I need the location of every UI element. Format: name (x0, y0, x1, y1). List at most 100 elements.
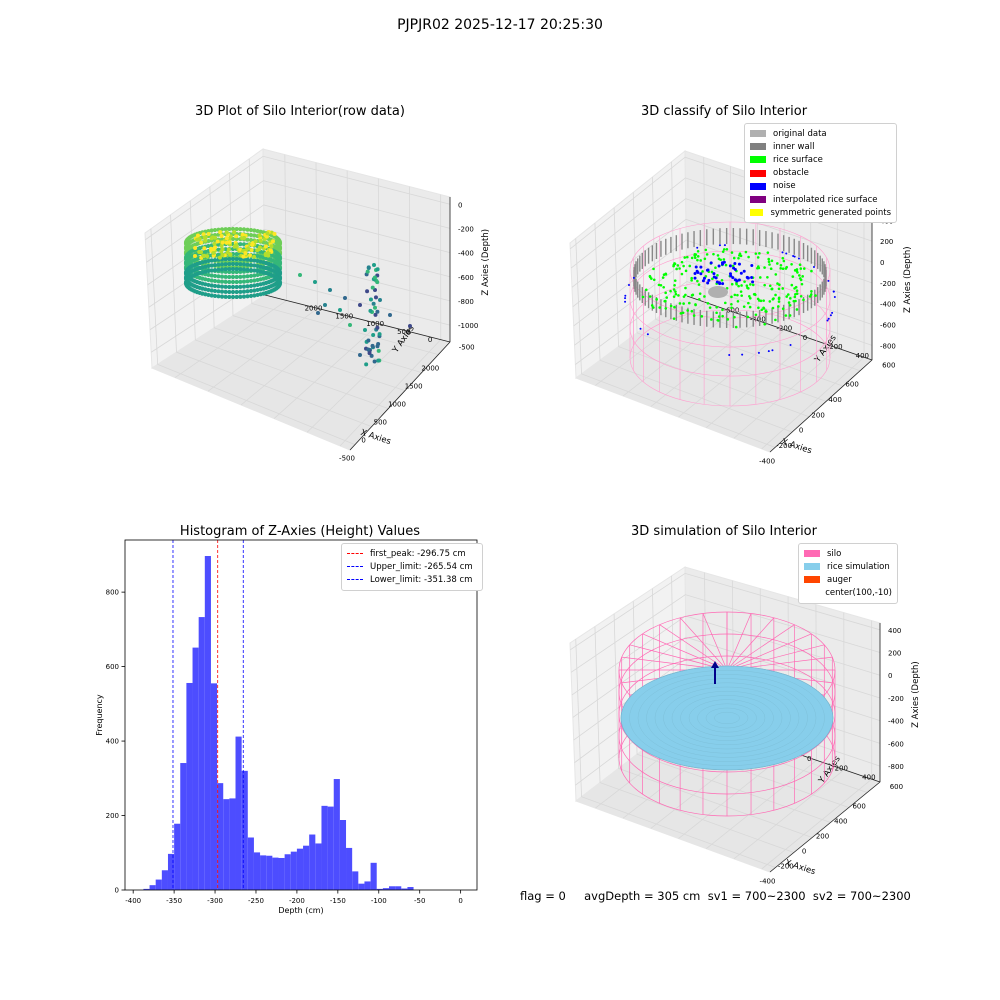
wall-point (212, 288, 218, 294)
rice-point (664, 307, 668, 310)
legend-entry-original-data: original data (750, 127, 891, 140)
rice-point (682, 295, 686, 298)
wall-point (227, 269, 232, 275)
scatter-point (372, 305, 377, 310)
wall-point (216, 242, 221, 247)
noise-point (793, 255, 796, 258)
legend-swatch (750, 196, 766, 204)
z-gridline (572, 636, 881, 718)
x-tick-label: -350 (166, 897, 182, 905)
scatter-point (364, 362, 369, 367)
y-tick-label: -400 (750, 316, 766, 324)
histogram-bar (358, 883, 365, 890)
rice-point (740, 294, 743, 297)
noise-point (742, 269, 746, 273)
rice-point (682, 302, 685, 305)
wall-point (209, 263, 214, 268)
rice-point (774, 318, 777, 322)
scatter-point (375, 267, 380, 272)
rice-point (739, 290, 743, 293)
wall-point (245, 257, 250, 262)
wall-point (245, 284, 250, 289)
scatter-point (368, 297, 373, 302)
surface-point (199, 240, 204, 245)
scatter-point (375, 280, 380, 285)
wall-point (238, 242, 243, 247)
scatter-point (372, 359, 377, 364)
rice-point (711, 277, 714, 281)
wall-point (227, 266, 232, 272)
noise-point (693, 276, 697, 280)
rice-point (763, 283, 766, 287)
wall-point (234, 289, 239, 295)
wall-point (245, 274, 250, 279)
y-tick-label: 200 (829, 343, 842, 351)
wall-point (241, 294, 247, 299)
wall-point (248, 293, 254, 299)
histogram-bar (327, 806, 334, 890)
wall-point (216, 267, 221, 272)
z-gridline (146, 180, 451, 263)
z-tick-label: -800 (888, 763, 904, 771)
rice-point (781, 256, 785, 260)
rice-point (710, 318, 713, 321)
z-gridline (573, 239, 873, 327)
rice-point (795, 289, 799, 293)
scatter-point (338, 308, 342, 312)
rice-point (698, 292, 702, 295)
rice-point (733, 293, 737, 297)
rice-point (648, 275, 652, 279)
y-tick-label: 0 (115, 887, 119, 895)
z-tick-label: -200 (888, 695, 904, 703)
rice-mesh-line (671, 690, 783, 745)
wall-point (238, 274, 243, 279)
rice-point (767, 257, 771, 261)
panel4-title: 3D simulation of Silo Interior (631, 524, 817, 539)
rice-point (721, 314, 724, 318)
wall-point (216, 289, 221, 294)
rice-mesh-line (663, 686, 791, 750)
noise-point (797, 257, 800, 260)
wall-point (277, 279, 282, 285)
rice-point (690, 309, 694, 313)
legend-entry-symmetric: symmetric generated points (750, 206, 891, 219)
scatter-point (371, 301, 376, 306)
z-tick-label: -800 (880, 342, 896, 350)
scatter-point (377, 332, 382, 337)
wall-point (212, 267, 218, 273)
rice-point (743, 280, 746, 283)
x-tick-label: 400 (834, 818, 847, 826)
rice-point (644, 288, 648, 292)
histogram-bar (155, 879, 162, 890)
rice-mesh-line (654, 682, 800, 754)
rice-point (733, 315, 736, 319)
histogram-bar (192, 647, 199, 890)
rice-point (786, 293, 790, 296)
surface-point (202, 246, 207, 251)
wall-point (248, 283, 254, 289)
rice-point (722, 248, 726, 251)
rice-point (790, 263, 793, 266)
rice-point (749, 296, 752, 300)
surface-point (257, 245, 262, 250)
surface-point (226, 247, 231, 252)
z-tick-label: 200 (888, 650, 901, 658)
wall-point (223, 274, 228, 279)
legend-swatch (750, 156, 766, 164)
wall-point (219, 279, 225, 284)
wall-point (234, 251, 239, 257)
wall-point (206, 263, 211, 269)
noise-point (829, 314, 832, 317)
histogram-bar (174, 823, 181, 890)
rice-point (787, 301, 791, 304)
rice-point (788, 314, 792, 317)
rice-point (648, 295, 652, 298)
rice-point (674, 292, 678, 296)
legend-line (347, 566, 363, 568)
rice-point (696, 258, 699, 262)
surface-point (232, 244, 237, 249)
rice-point (701, 270, 704, 273)
legend-entry-lower-limit: Lower_limit: -351.38 cm (347, 573, 477, 586)
scatter-point (348, 323, 352, 327)
rice-point (675, 267, 678, 271)
